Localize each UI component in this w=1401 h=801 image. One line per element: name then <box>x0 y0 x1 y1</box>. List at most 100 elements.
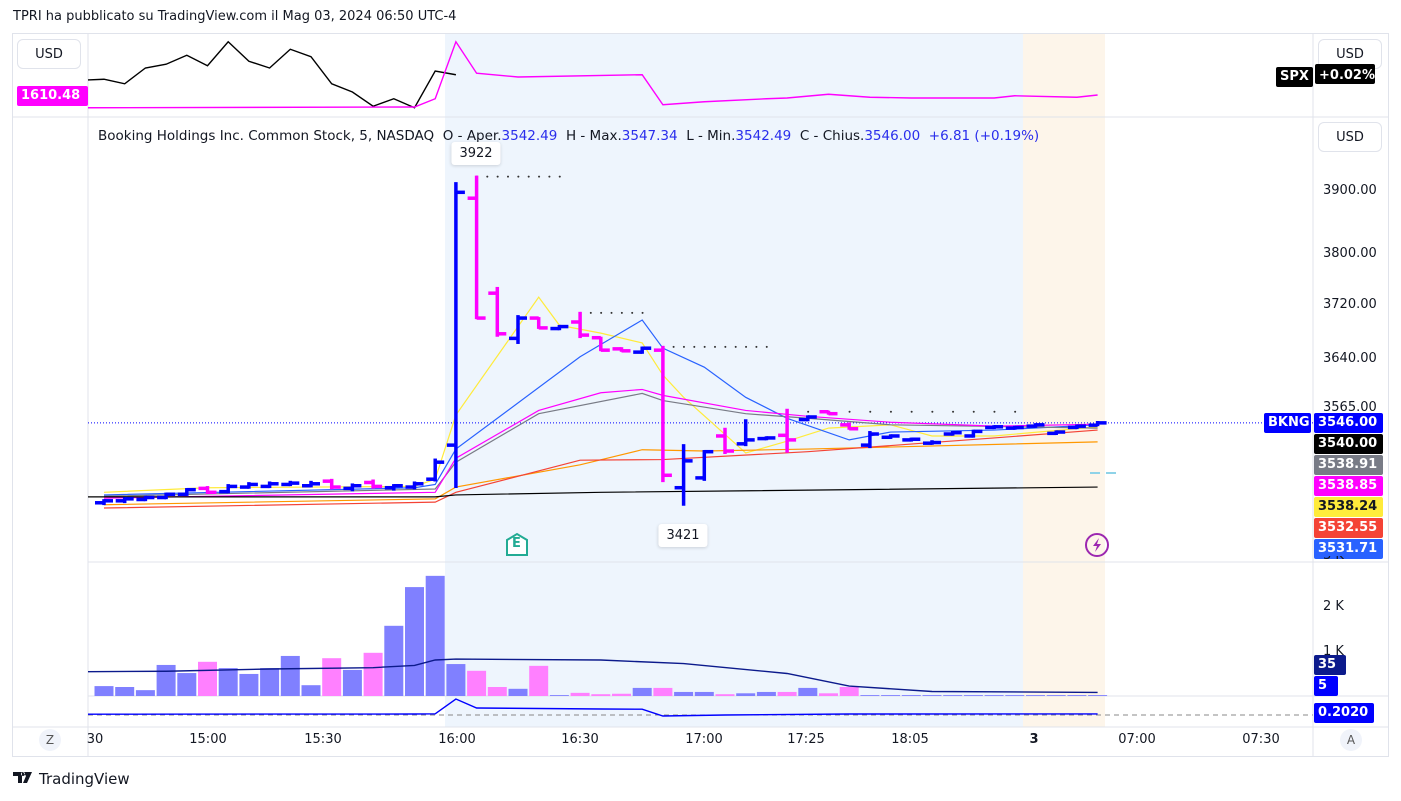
volume-bar <box>943 695 963 696</box>
volume-bar <box>922 695 942 696</box>
earnings-icon[interactable] <box>506 532 528 556</box>
time-tick: 16:00 <box>438 732 476 747</box>
ohlc-bar <box>612 347 631 353</box>
volume-bar <box>425 575 445 696</box>
open-value: 3542.49 <box>501 128 558 144</box>
ohlc-bar <box>591 335 610 352</box>
level-dot <box>952 410 955 413</box>
volume-bar <box>115 687 135 696</box>
time-tick: 17:25 <box>787 732 825 747</box>
level-dot <box>889 410 892 413</box>
moving-average-line <box>103 429 1098 509</box>
volume-bar <box>901 695 921 696</box>
ma-price-label: 3532.55 <box>1314 518 1383 538</box>
volume-bar <box>342 669 362 696</box>
volume-bar <box>736 693 756 696</box>
time-tick: 30 <box>86 732 104 747</box>
ohlc-bar <box>529 316 548 330</box>
left-currency-button[interactable]: USD <box>17 39 81 69</box>
volume-bar <box>612 693 631 696</box>
volume-bar <box>177 673 197 696</box>
high-callout: 3922 <box>451 142 501 165</box>
level-dot <box>641 311 644 314</box>
zoom-button[interactable]: Z <box>39 729 61 751</box>
volume-bar <box>819 693 838 696</box>
low-callout: 3421 <box>658 524 708 547</box>
volume-bar <box>322 658 342 696</box>
volume-bar <box>984 695 1004 696</box>
ohlc-bar <box>757 436 776 441</box>
ma-price-label: 3531.71 <box>1314 539 1383 559</box>
price-tick: 3640.00 <box>1323 351 1377 366</box>
auto-scale-button[interactable]: A <box>1340 729 1362 751</box>
moving-average-line <box>103 319 1098 496</box>
level-dot <box>600 311 603 314</box>
level-dot <box>548 175 551 178</box>
ohlc-bar <box>985 425 1004 430</box>
ma-price-label: 3538.85 <box>1314 476 1383 496</box>
ohlc-bar <box>260 481 279 489</box>
close-value: 3546.00 <box>864 128 921 144</box>
volume-bar <box>405 587 424 696</box>
tradingview-logo[interactable]: TradingView <box>13 770 130 788</box>
volume-bar <box>467 670 487 696</box>
price-tick: 3720.00 <box>1323 297 1377 312</box>
ohlc-bar <box>322 478 341 490</box>
lightning-icon[interactable] <box>1085 533 1109 557</box>
volume-bar <box>508 688 528 696</box>
volume-ma-label: 35 <box>1314 655 1346 675</box>
ohlc-bar <box>798 415 817 422</box>
ohlc-bar <box>571 311 590 339</box>
level-dot <box>631 311 634 314</box>
ohlc-bar <box>695 449 714 481</box>
volume-bar <box>570 692 590 696</box>
level-dot <box>745 345 748 348</box>
price-tick: 3900.00 <box>1323 183 1377 198</box>
symbol-name: Booking Holdings Inc. Common Stock, 5, N… <box>98 128 435 144</box>
level-dot <box>869 410 872 413</box>
symbol-legend[interactable]: Booking Holdings Inc. Common Stock, 5, N… <box>98 128 1039 144</box>
ohlc-bar <box>550 324 569 331</box>
ohlc-bar <box>467 175 486 320</box>
time-tick: 18:05 <box>891 732 929 747</box>
volume-label: 5 <box>1314 676 1338 696</box>
level-dot <box>610 311 613 314</box>
ohlc-bar <box>840 422 859 431</box>
high-label: H - Max. <box>565 128 622 144</box>
extended-session-bg <box>1023 34 1105 727</box>
volume-bar <box>363 652 383 696</box>
ohlc-bar <box>177 487 196 497</box>
ma-price-label: 3538.91 <box>1314 455 1383 475</box>
time-tick-day: 3 <box>1029 732 1039 747</box>
ohlc-bar <box>95 499 113 506</box>
volume-bar <box>839 687 859 696</box>
level-dot <box>765 345 768 348</box>
ohlc-bar <box>1005 425 1024 430</box>
level-dot <box>724 345 727 348</box>
volume-bar <box>135 690 155 696</box>
level-dot <box>931 410 934 413</box>
ohlc-bar <box>219 484 238 494</box>
level-dot <box>910 410 913 413</box>
volume-bar <box>591 694 611 696</box>
indicator-label: 0.2020 <box>1314 703 1374 723</box>
last-price-label: 3546.00 <box>1314 413 1383 433</box>
regular-session-bg <box>445 34 1023 727</box>
price-currency-button[interactable]: USD <box>1318 122 1382 152</box>
ohlc-bar <box>736 419 755 447</box>
level-dot <box>734 345 737 348</box>
ohlc-bar <box>943 430 962 436</box>
open-label: O - Aper. <box>442 128 502 144</box>
ohlc-bar <box>923 440 941 445</box>
volume-bar <box>694 691 714 696</box>
level-dot <box>703 345 706 348</box>
level-dot <box>620 311 623 314</box>
level-dot <box>682 345 685 348</box>
volume-bar <box>1088 695 1108 696</box>
ohlc-bar <box>881 434 900 440</box>
tradingview-logo-icon <box>13 772 32 783</box>
volume-bar <box>94 686 114 696</box>
price-tick: 3565.00 <box>1323 400 1377 415</box>
change-value: +6.81 (+0.19%) <box>928 128 1040 144</box>
